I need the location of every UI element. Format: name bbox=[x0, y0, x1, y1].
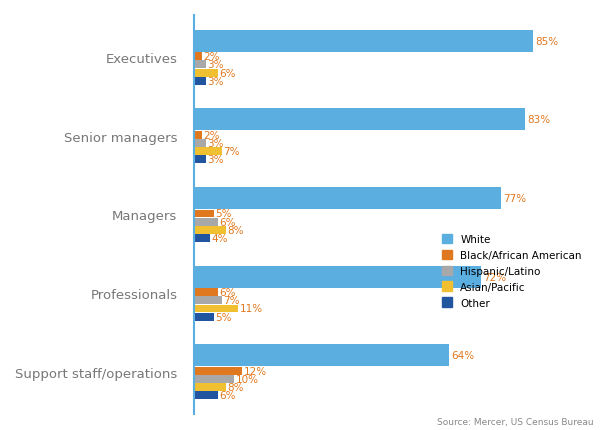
Bar bbox=[194, 210, 214, 218]
Text: 83%: 83% bbox=[527, 115, 550, 125]
Bar bbox=[194, 156, 206, 164]
Text: 6%: 6% bbox=[220, 217, 236, 227]
Text: 85%: 85% bbox=[535, 37, 558, 47]
Text: 72%: 72% bbox=[483, 272, 506, 282]
Bar bbox=[194, 78, 206, 86]
Text: 3%: 3% bbox=[208, 60, 224, 70]
Text: 11%: 11% bbox=[239, 304, 263, 314]
Bar bbox=[194, 109, 525, 131]
Text: 6%: 6% bbox=[220, 390, 236, 400]
Text: 2%: 2% bbox=[203, 52, 220, 62]
Text: 3%: 3% bbox=[208, 155, 224, 165]
Text: 7%: 7% bbox=[224, 295, 240, 306]
Text: 3%: 3% bbox=[208, 77, 224, 86]
Bar bbox=[194, 148, 221, 156]
Bar bbox=[194, 132, 202, 139]
Bar bbox=[194, 70, 218, 77]
Text: 6%: 6% bbox=[220, 287, 236, 298]
Text: 2%: 2% bbox=[203, 131, 220, 141]
Text: 8%: 8% bbox=[227, 382, 244, 392]
Text: 4%: 4% bbox=[212, 233, 228, 243]
Bar bbox=[194, 140, 206, 147]
Bar bbox=[194, 297, 221, 304]
Bar bbox=[194, 187, 501, 209]
Text: Source: Mercer, US Census Bureau: Source: Mercer, US Census Bureau bbox=[437, 417, 594, 426]
Text: 5%: 5% bbox=[215, 312, 232, 322]
Text: 8%: 8% bbox=[227, 225, 244, 235]
Text: 10%: 10% bbox=[236, 374, 259, 384]
Bar bbox=[194, 344, 449, 366]
Legend: White, Black/African American, Hispanic/Latino, Asian/Pacific, Other: White, Black/African American, Hispanic/… bbox=[439, 231, 585, 311]
Text: 77%: 77% bbox=[503, 194, 526, 203]
Bar bbox=[194, 266, 481, 288]
Bar bbox=[194, 234, 209, 243]
Bar bbox=[194, 391, 218, 399]
Bar bbox=[194, 218, 218, 226]
Bar bbox=[194, 367, 242, 375]
Bar bbox=[194, 31, 533, 53]
Text: 5%: 5% bbox=[215, 209, 232, 219]
Bar bbox=[194, 305, 238, 313]
Bar bbox=[194, 383, 226, 391]
Bar bbox=[194, 289, 218, 296]
Text: 3%: 3% bbox=[208, 139, 224, 149]
Text: 7%: 7% bbox=[224, 147, 240, 157]
Bar bbox=[194, 313, 214, 321]
Bar bbox=[194, 53, 202, 61]
Text: 12%: 12% bbox=[244, 366, 266, 376]
Text: 64%: 64% bbox=[451, 350, 475, 360]
Bar bbox=[194, 226, 226, 234]
Bar bbox=[194, 61, 206, 69]
Text: 6%: 6% bbox=[220, 68, 236, 78]
Bar bbox=[194, 375, 233, 383]
